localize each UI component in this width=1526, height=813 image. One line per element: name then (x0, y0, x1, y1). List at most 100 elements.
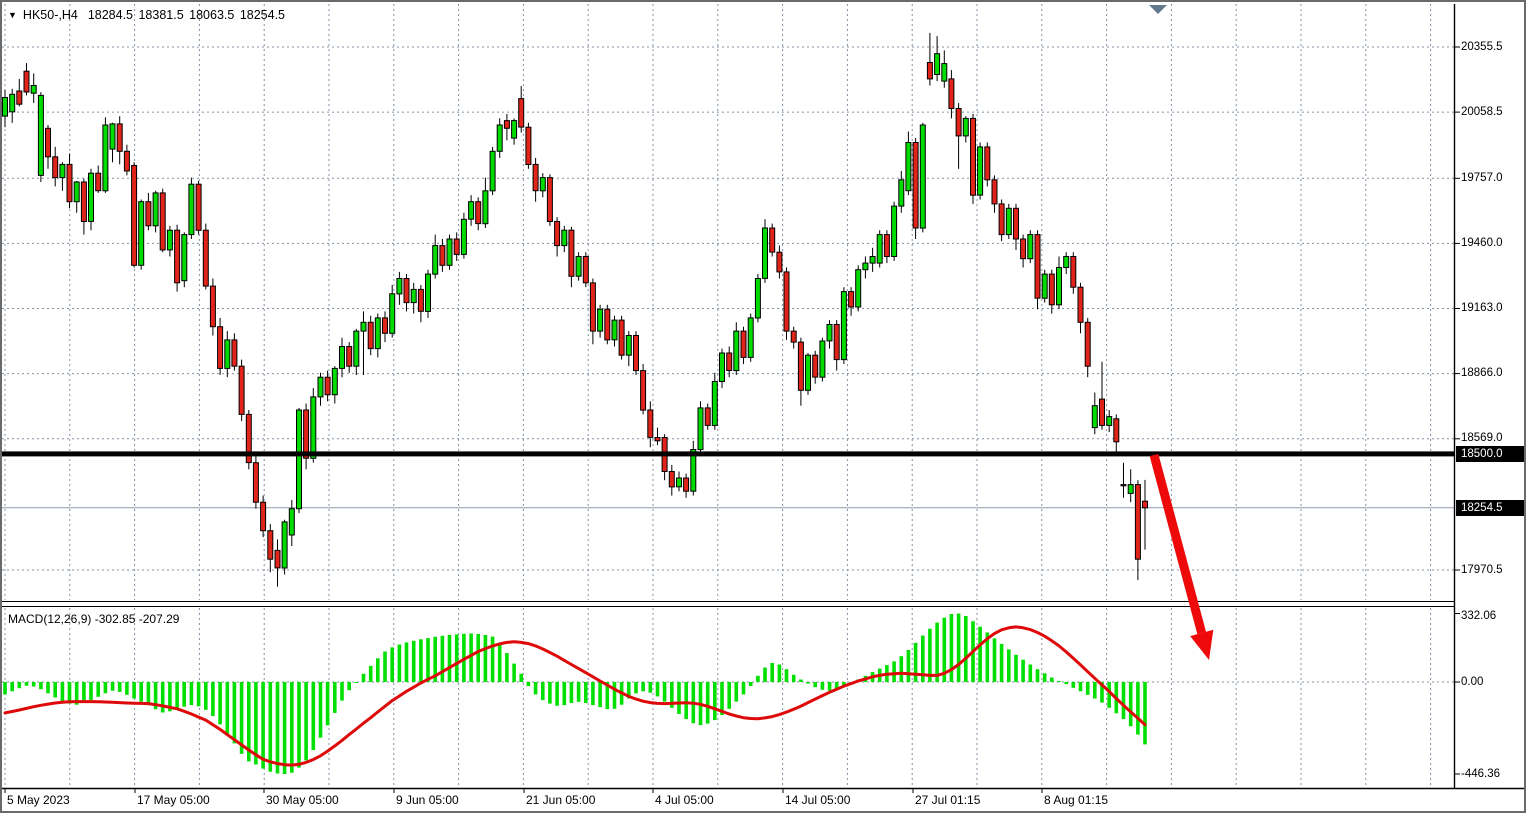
candle-body (726, 352, 733, 371)
candle-body (245, 413, 252, 464)
macd-histogram-bar (182, 682, 186, 707)
price-tick-label: 18569.0 (1461, 432, 1503, 444)
macd-histogram-bar (411, 640, 416, 682)
candle-body (109, 123, 116, 150)
macd-histogram-bar (949, 614, 954, 682)
candle-body (719, 352, 725, 382)
candle-body (589, 282, 596, 332)
candle-body (977, 146, 984, 196)
last-bar-marker-icon (1149, 5, 1167, 14)
macd-histogram-bar (1035, 669, 1040, 682)
candle-body (382, 317, 388, 334)
candle-body (511, 120, 518, 139)
candle-body (754, 278, 761, 319)
macd-histogram-bar (383, 651, 387, 682)
candle-body (260, 501, 267, 532)
candle-body (1013, 207, 1019, 240)
candle-body (296, 409, 302, 510)
macd-histogram-bar (476, 634, 480, 682)
macd-histogram-bar (404, 642, 409, 682)
candle-body (403, 278, 410, 304)
candle-body (181, 234, 188, 282)
candle-body (23, 70, 30, 93)
candle-body (9, 93, 16, 113)
time-tick-label: 21 Jun 05:00 (526, 793, 596, 807)
macd-histogram-bar (1093, 682, 1097, 699)
indicator-label: MACD(12,26,9) -302.85 -207.29 (8, 612, 179, 626)
macd-histogram-bar (340, 682, 344, 701)
macd-histogram-bar (53, 682, 57, 698)
macd-histogram-bar (3, 682, 7, 695)
macd-histogram-bar (928, 628, 932, 682)
macd-histogram-bar (125, 682, 129, 695)
trend-arrow-object[interactable] (1149, 453, 1214, 660)
macd-histogram-bar (1021, 659, 1025, 682)
candle-body (647, 409, 654, 438)
macd-histogram-bar (60, 682, 65, 702)
indicator-signal-value: -207.29 (138, 612, 180, 626)
macd-histogram-bar (376, 658, 380, 682)
candle-body (396, 278, 403, 295)
macd-histogram-bar (31, 682, 36, 687)
candle-body (1056, 267, 1062, 306)
horizontal-line-object[interactable] (2, 451, 1454, 457)
candle-body (862, 262, 869, 271)
macd-histogram-bar (17, 682, 22, 689)
time-tick-label: 5 May 2023 (7, 793, 70, 807)
macd-histogram-bar (662, 682, 667, 702)
candle-body (288, 508, 295, 536)
macd-histogram-bar (261, 682, 265, 769)
macd-histogram-bar (67, 682, 72, 704)
candle-body (747, 317, 754, 358)
macd-histogram-bar (964, 616, 968, 682)
macd-histogram-bar (634, 682, 638, 694)
candle-body (145, 201, 152, 227)
macd-histogram-bar (648, 682, 653, 693)
candle-body (704, 407, 711, 426)
candle-body (138, 201, 145, 266)
macd-histogram-bar (627, 682, 631, 699)
candle-body (1134, 484, 1141, 560)
macd-histogram-bar (368, 665, 373, 682)
macd-histogram-bar (1143, 682, 1147, 745)
macd-histogram-bar (204, 682, 208, 710)
candle-body (346, 346, 353, 367)
macd-histogram-bar (956, 613, 961, 682)
macd-histogram-bar (827, 682, 832, 691)
candle-body (1077, 286, 1084, 323)
candle-body (941, 63, 948, 82)
macd-histogram-bar (741, 682, 746, 695)
candle-body (525, 126, 532, 165)
candle-body (303, 409, 310, 459)
candle-body (539, 177, 546, 192)
candle-body (797, 341, 804, 391)
candle-body (159, 192, 166, 251)
candle-body (1020, 238, 1027, 260)
time-tick-label: 9 Jun 05:00 (396, 793, 459, 807)
candle-body (468, 201, 475, 220)
macd-histogram-bar (419, 639, 423, 682)
macd-histogram-bar (39, 682, 43, 690)
ohlc-readout: 18284.5 18381.5 18063.5 18254.5 (88, 8, 287, 22)
candle-body (453, 238, 460, 255)
candle-body (202, 229, 209, 287)
candle-body (482, 190, 489, 225)
symbol-dropdown-icon[interactable]: ▼ (8, 10, 17, 20)
candle-body (1041, 273, 1048, 299)
candle-body (195, 183, 202, 231)
candle-body (324, 376, 331, 396)
macd-histogram-bar (218, 682, 222, 725)
candle-body (252, 462, 259, 503)
candle-body (912, 142, 919, 229)
macd-histogram-bar (921, 635, 925, 682)
macd-histogram-bar (1007, 649, 1011, 682)
candle-body (1099, 398, 1105, 426)
macd-histogram-bar (899, 656, 904, 682)
macd-histogram-bar (239, 682, 244, 754)
macd-histogram-bar (512, 663, 516, 682)
candle-body (1106, 416, 1113, 426)
macd-histogram-bar (1078, 682, 1083, 692)
candle-body (905, 142, 912, 192)
candle-body (209, 285, 216, 328)
